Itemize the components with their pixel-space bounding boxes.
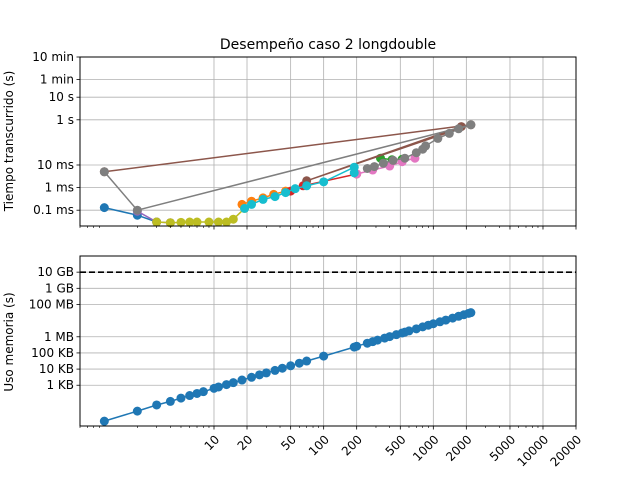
data-point-time (281, 188, 291, 198)
data-point-memory (198, 387, 208, 397)
data-point-memory (302, 356, 312, 366)
data-point-time (378, 158, 388, 168)
y-axis-label-time: Tiempo transcurrido (s) (2, 71, 16, 213)
data-point-memory (132, 406, 142, 416)
x-tick-label: 10 (202, 432, 223, 453)
data-point-time (99, 167, 109, 177)
data-point-time (388, 155, 398, 165)
y-tick-label-memory: 1 KB (46, 378, 74, 392)
data-point-time (247, 199, 257, 209)
series-line-time (104, 124, 472, 182)
data-point-time (444, 128, 454, 138)
x-tick-label: 1000 (410, 432, 441, 463)
data-point-time (411, 148, 421, 158)
data-point-time (176, 217, 186, 227)
data-point-memory (237, 375, 247, 385)
data-point-time (152, 217, 162, 227)
data-point-memory (352, 341, 362, 351)
y-tick-label-memory: 100 MB (29, 297, 74, 311)
data-point-time (192, 217, 202, 227)
grid-time (80, 56, 577, 226)
data-point-time (185, 217, 195, 227)
data-point-memory (99, 416, 109, 426)
data-point-time (454, 124, 464, 134)
data-point-memory (185, 391, 195, 401)
y-tick-label-memory: 100 KB (31, 346, 74, 360)
data-point-memory (261, 368, 271, 378)
data-point-time (433, 133, 443, 143)
series-line-time (103, 124, 472, 212)
data-point-time (319, 177, 329, 187)
data-point-time (400, 153, 410, 163)
y-axis-label-memory: Uso memoria (s) (2, 292, 16, 391)
x-tick-label: 2000 (443, 432, 474, 463)
data-point-time (466, 120, 476, 130)
data-point-time (204, 217, 214, 227)
data-point-time (214, 217, 224, 227)
data-point-memory (165, 396, 175, 406)
data-point-time (362, 163, 372, 173)
data-point-time (240, 203, 250, 213)
memory-chart-panel: Uso memoria (s) 10 20 50 100 200 500 1000 2000 5… (2, 255, 585, 469)
series-line-time (244, 166, 355, 210)
x-tick-label: 200 (339, 432, 365, 458)
data-point-memory (286, 361, 296, 371)
series-line-time (104, 206, 157, 223)
data-point-time (165, 218, 175, 228)
data-point-time (258, 194, 268, 204)
y-tick-label-time: 1 ms (45, 181, 74, 195)
plot-frame-memory (79, 255, 577, 427)
x-tick-label: 10000 (514, 432, 551, 469)
series-group-memory (80, 271, 576, 426)
x-tick-label: 50 (278, 432, 299, 453)
data-point-time (290, 184, 300, 194)
y-tick-label-memory: 1 MB (44, 330, 74, 344)
data-point-memory (373, 335, 383, 345)
data-point-time (349, 168, 359, 178)
data-point-memory (404, 326, 414, 336)
y-tick-label-memory: 1 GB (45, 281, 74, 295)
ticks-time: 0.1 ms 1 ms 10 ms 1 s 10 s 1 min 10 min (32, 50, 577, 230)
data-point-time (132, 205, 142, 215)
data-point-memory (247, 372, 257, 382)
y-tick-label-time: 10 min (32, 50, 74, 64)
data-point-time (228, 214, 238, 224)
data-point-memory (176, 393, 186, 403)
data-point-time (270, 192, 280, 202)
data-point-memory (270, 365, 280, 375)
data-point-memory (277, 363, 287, 373)
data-point-memory (441, 315, 451, 325)
data-point-memory (228, 378, 238, 388)
x-tick-label: 500 (383, 432, 409, 458)
y-tick-label-time: 0.1 ms (33, 203, 74, 217)
x-tick-label: 20 (235, 432, 256, 453)
x-tick-label: 100 (306, 432, 332, 458)
y-tick-label-memory: 10 KB (39, 362, 74, 376)
series-group-time (99, 120, 476, 228)
data-point-time (369, 162, 379, 172)
data-point-time (221, 217, 231, 227)
data-point-memory (214, 382, 224, 392)
data-point-memory (255, 370, 265, 380)
x-tick-label: 20000 (547, 432, 584, 469)
grid-memory (80, 256, 577, 426)
y-tick-label-time: 10 s (49, 90, 74, 104)
chart-title: Desempeño caso 2 longdouble (220, 37, 436, 53)
data-point-memory (294, 358, 304, 368)
data-point-memory (466, 308, 476, 318)
data-point-memory (152, 400, 162, 410)
y-tick-label-time: 1 min (40, 73, 74, 87)
y-tick-label-time: 10 ms (37, 158, 74, 172)
y-tick-label-memory: 10 GB (37, 265, 74, 279)
y-tick-label-time: 1 s (56, 113, 74, 127)
data-point-memory (319, 351, 329, 361)
data-point-time (99, 203, 109, 213)
data-point-time (302, 181, 312, 191)
time-chart-panel: Desempeño caso 2 longdouble Tiempo trans… (2, 37, 577, 230)
plot-frame-time (79, 56, 577, 227)
data-point-memory (221, 380, 231, 390)
